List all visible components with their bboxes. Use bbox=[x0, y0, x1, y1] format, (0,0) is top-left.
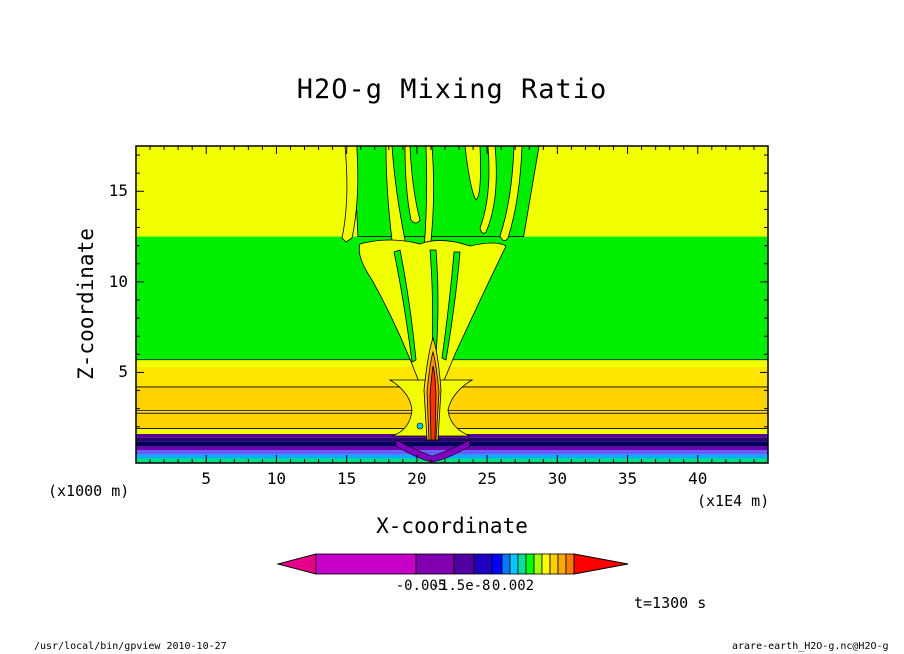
x-unit-right: (x1E4 m) bbox=[697, 492, 770, 510]
chart-title: H2O-g Mixing Ratio bbox=[296, 74, 608, 105]
contour-band-13 bbox=[136, 454, 768, 459]
footer-left: /usr/local/bin/gpview 2010-10-27 bbox=[34, 641, 227, 652]
plume-column-core bbox=[429, 365, 437, 441]
contour-band-5 bbox=[136, 410, 768, 414]
contour-field bbox=[136, 146, 768, 463]
x-tick-label-1: 10 bbox=[266, 469, 287, 488]
y-tick-label-2: 15 bbox=[108, 181, 128, 201]
green-strand-2 bbox=[441, 251, 461, 361]
yellow-filament-2 bbox=[404, 146, 421, 224]
y-tick-label-0: 5 bbox=[118, 362, 128, 382]
colorbar-arrow-right bbox=[573, 553, 629, 575]
small-blob bbox=[416, 422, 424, 430]
colorbar-label-0: -0.005 bbox=[395, 578, 447, 594]
yellow-filament-5 bbox=[479, 146, 497, 234]
x-tick-label-6: 35 bbox=[617, 469, 638, 488]
yellow-filament-4 bbox=[464, 146, 481, 201]
colorbar-arrow-left bbox=[276, 553, 317, 575]
colorbar-cell-7 bbox=[517, 553, 527, 575]
colorbar-cell-0 bbox=[315, 553, 417, 575]
colorbar-cell-8 bbox=[525, 553, 535, 575]
colorbar-cell-6 bbox=[509, 553, 519, 575]
colorbar-cell-13 bbox=[565, 553, 575, 575]
plot-frame bbox=[135, 145, 769, 464]
x-tick-label-5: 30 bbox=[547, 469, 567, 488]
colorbar-cell-2 bbox=[453, 553, 475, 575]
colorbar-cell-12 bbox=[557, 553, 567, 575]
contour-band-2 bbox=[136, 359, 768, 367]
x-tick-label-7: 40 bbox=[688, 469, 708, 488]
colorbar-cell-4 bbox=[491, 553, 503, 575]
y-tick-label-1: 10 bbox=[108, 271, 128, 291]
x-tick-label-0: 5 bbox=[201, 469, 212, 488]
colorbar-cell-1 bbox=[415, 553, 455, 575]
contour-band-10 bbox=[136, 441, 768, 447]
axis-ticks bbox=[136, 146, 768, 463]
contour-band-6 bbox=[136, 413, 768, 429]
x-unit-left: (x1000 m) bbox=[48, 482, 130, 500]
green-strand-0 bbox=[393, 249, 417, 363]
yellow-filament-0 bbox=[341, 146, 359, 243]
time-label: t=1300 s bbox=[634, 594, 707, 612]
x-tick-label-3: 20 bbox=[407, 469, 427, 488]
yellow-filament-6 bbox=[499, 146, 523, 241]
colorbar bbox=[276, 553, 629, 575]
x-tick-label-2: 15 bbox=[337, 469, 357, 488]
colorbar-label-1: -1.5e-8 bbox=[431, 578, 491, 594]
contour-band-3 bbox=[136, 366, 768, 387]
x-axis-label: X-coordinate bbox=[376, 514, 528, 538]
colorbar-cell-10 bbox=[541, 553, 551, 575]
footer-right: arare-earth_H2O-g.nc@H2O-g bbox=[732, 641, 889, 652]
contour-band-14 bbox=[136, 458, 768, 463]
colorbar-cell-9 bbox=[533, 553, 543, 575]
colorbar-cell-11 bbox=[549, 553, 559, 575]
contour-band-9 bbox=[136, 437, 768, 442]
colorbar-cell-5 bbox=[501, 553, 511, 575]
x-tick-label-4: 25 bbox=[477, 469, 497, 488]
colorbar-label-2: 0.002 bbox=[491, 578, 535, 594]
surface-disturbance bbox=[395, 439, 471, 463]
colorbar-cell-3 bbox=[473, 553, 493, 575]
